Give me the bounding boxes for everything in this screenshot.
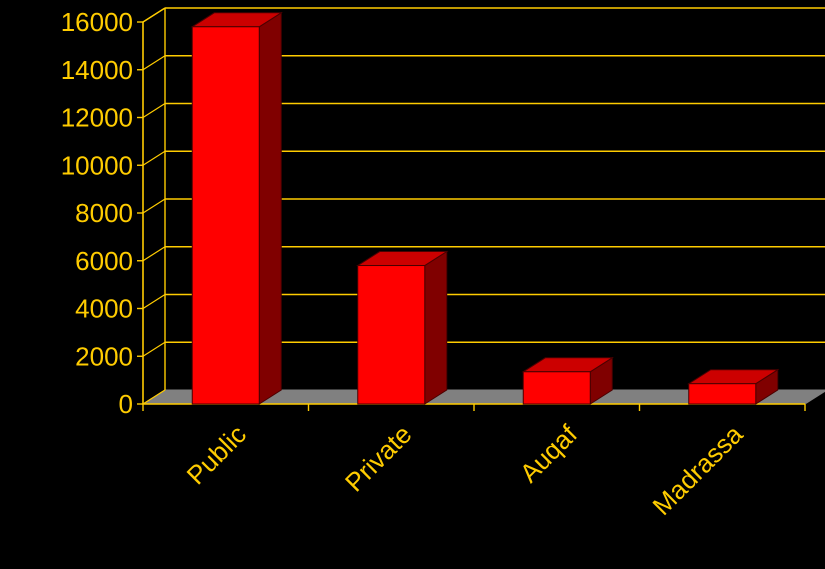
side-wall-top — [142, 7, 166, 23]
y-tick-label: 6000 — [75, 246, 133, 276]
side-wall-gridline — [142, 293, 166, 310]
side-wall-gridline — [142, 389, 166, 405]
y-tick-label: 8000 — [75, 198, 133, 228]
y-tick-label: 4000 — [75, 294, 133, 324]
y-tick-label: 16000 — [61, 7, 133, 37]
side-wall-gridline — [142, 150, 166, 166]
x-category-label: Madrassa — [647, 419, 749, 521]
y-tick-label: 2000 — [75, 341, 133, 371]
y-tick-label: 14000 — [61, 55, 133, 85]
x-category-label: Private — [339, 419, 417, 497]
bar — [191, 26, 260, 405]
side-wall-gridline — [142, 55, 166, 71]
y-tick-label: 0 — [119, 389, 133, 419]
y-tick-label: 10000 — [61, 150, 133, 180]
x-category-label: Auqaf — [514, 418, 584, 488]
side-wall-gridline — [142, 246, 166, 262]
bar-side — [258, 11, 282, 405]
bar — [688, 383, 757, 405]
side-wall-gridline — [142, 102, 166, 119]
bar — [522, 371, 591, 405]
y-tick-label: 12000 — [61, 103, 133, 133]
bar — [357, 265, 426, 405]
side-wall-gridline — [142, 198, 166, 214]
x-category-label: Public — [181, 419, 252, 490]
bar-side — [424, 250, 448, 405]
side-wall-gridline — [142, 341, 166, 357]
